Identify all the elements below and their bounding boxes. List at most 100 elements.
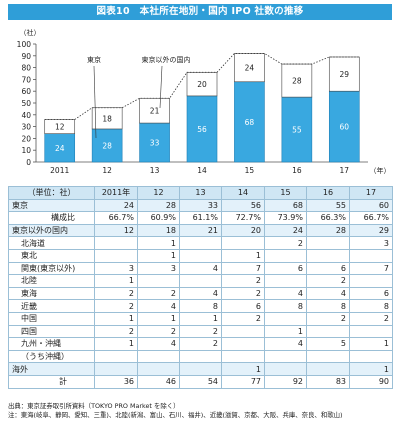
data-table: （単位：社） 2011年 12 13 14 15 16 17 東京 24 28 33 56 68 55 60… [8, 186, 393, 389]
row-label: 関東(東京以外) [8, 261, 95, 276]
bar-other-value: 24 [245, 64, 255, 73]
table-cell [179, 236, 222, 250]
table-cell [349, 324, 393, 339]
table-cell: 8 [306, 299, 350, 313]
table-cell [306, 349, 350, 364]
header-year-cell: 15 [264, 186, 307, 200]
table-cell: 55 [306, 198, 350, 213]
table-cell [264, 349, 307, 364]
table-cell: 2 [306, 274, 350, 288]
y-axis-unit: （社） [20, 28, 41, 37]
y-tick-label: 40 [21, 111, 31, 120]
table-cell: 46 [137, 374, 180, 389]
table-cell: 1 [94, 274, 138, 288]
header-year-cell: 16 [306, 186, 350, 200]
row-label: 近畿 [8, 299, 95, 313]
table-cell [221, 236, 265, 250]
table-cell [137, 274, 180, 288]
table-cell: 1 [94, 311, 138, 326]
row-label: 東京以外の国内 [8, 223, 95, 238]
table-cell: 77 [221, 374, 265, 389]
table-cell [94, 349, 138, 364]
table-cell: 1 [221, 362, 265, 376]
row-label: 構成比 [8, 211, 95, 225]
y-tick-label: 70 [21, 75, 31, 84]
table-cell: 24 [264, 223, 307, 238]
totals-dotted-line [44, 53, 360, 120]
row-label: 東海 [8, 286, 95, 301]
row-label: 北陸 [8, 274, 95, 288]
bar-tokyo [186, 95, 218, 163]
bar-other-value: 28 [292, 77, 302, 86]
bar-tokyo-value: 56 [197, 125, 207, 134]
table-row: 四国 2 2 2 1 [8, 324, 393, 339]
table-cell [221, 349, 265, 364]
table-cell: 2 [179, 337, 222, 351]
table-row: 関東(東京以外) 3 3 4 7 6 6 7 [8, 261, 393, 276]
bar-tokyo [44, 133, 76, 163]
table-cell [306, 248, 350, 263]
table-cell: 4 [264, 337, 307, 351]
x-tick-label: 15 [245, 166, 255, 175]
table-cell: 1 [137, 236, 180, 250]
region-note: 注：東海(岐阜、静岡、愛知、三重)、北陸(新潟、富山、石川、福井)、近畿(滋賀、… [8, 411, 343, 419]
table-cell: 6 [264, 261, 307, 276]
bar-other-value: 21 [150, 107, 160, 116]
table-cell [137, 362, 180, 376]
table-cell: 1 [137, 248, 180, 263]
table-cell: 5 [306, 337, 350, 351]
table-cell: 56 [221, 198, 265, 213]
bar-other-domestic [328, 56, 360, 92]
bar-tokyo [91, 128, 123, 163]
table-cell: 66.7% [94, 211, 138, 225]
table-row: 海外 1 1 [8, 362, 393, 376]
table-row: 計 36 46 54 77 92 83 90 [8, 374, 393, 389]
row-label: 東京 [8, 198, 95, 213]
bar-other-domestic [234, 53, 265, 83]
table-cell: 8 [264, 299, 307, 313]
y-tick-label: 0 [26, 158, 31, 167]
table-cell [137, 349, 180, 364]
stacked-bar-chart: 0 10 20 30 40 50 60 70 80 90 100 （社） 24 12 2011 28 18 12 3… [17, 28, 391, 175]
x-tick-label: 14 [197, 166, 207, 175]
table-cell [264, 274, 307, 288]
legend-label-other-domestic: 東京以外の国内 [142, 55, 191, 64]
table-cell: 1 [221, 248, 265, 263]
table-cell: 4 [264, 286, 307, 301]
header-year-cell: 2011年 [94, 186, 138, 200]
table-cell [221, 337, 265, 351]
table-cell: 2 [221, 274, 265, 288]
table-cell: 3 [94, 261, 138, 276]
table-cell [264, 311, 307, 326]
table-cell [349, 274, 393, 288]
table-cell: 2 [179, 324, 222, 339]
table-cell: 90 [349, 374, 393, 389]
header-year-cell: 12 [137, 186, 180, 200]
table-cell [349, 248, 393, 263]
bar-tokyo-value: 55 [292, 126, 302, 135]
table-cell: 2 [137, 286, 180, 301]
table-row: 中国 1 1 1 2 2 2 [8, 311, 393, 326]
table-cell [349, 349, 393, 364]
bar-tokyo-value: 33 [150, 139, 160, 148]
bar-tokyo [234, 81, 265, 163]
table-cell: 54 [179, 374, 222, 389]
table-cell [179, 362, 222, 376]
row-label: 九州・沖縄 [8, 337, 95, 351]
table-cell [94, 236, 138, 250]
table-cell: 4 [179, 261, 222, 276]
legend-leader-other-domestic [159, 65, 163, 109]
header-unit-cell: （単位：社） [8, 186, 95, 200]
table-cell: 7 [349, 261, 393, 276]
table-cell: 61.1% [179, 211, 222, 225]
table-cell: 1 [179, 311, 222, 326]
row-label: 四国 [8, 324, 95, 339]
header-year-cell: 13 [179, 186, 222, 200]
bar-tokyo-value: 28 [102, 141, 112, 150]
source-note: 出典：東京証券取引所資料（TOKYO PRO Market を除く） [8, 402, 180, 410]
table-cell: 60.9% [137, 211, 180, 225]
table-cell: 24 [94, 198, 138, 213]
table-cell: 2 [349, 311, 393, 326]
table-body: 東京 24 28 33 56 68 55 60 構成比 66.7% 60.9% 61.1% 72.7% 7… [8, 198, 393, 389]
table-cell: 20 [221, 223, 265, 238]
